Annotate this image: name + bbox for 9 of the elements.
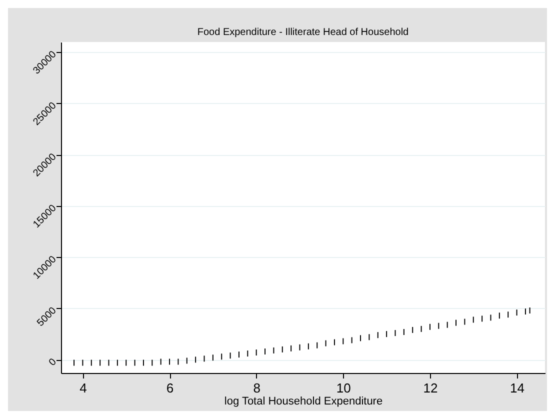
x-tick-label: 14 [510, 380, 525, 396]
chart-title: Food Expenditure - Illiterate Head of Household [197, 27, 409, 38]
x-tick-label: 10 [336, 380, 351, 396]
x-tick-label: 8 [253, 380, 260, 396]
y-tick-label: 0 [47, 356, 60, 368]
x-tick-label: 4 [80, 380, 87, 396]
x-tick-label: 12 [423, 380, 438, 396]
x-axis-title: log Total Household Expenditure [224, 396, 383, 408]
x-tick-label: 6 [166, 380, 174, 396]
